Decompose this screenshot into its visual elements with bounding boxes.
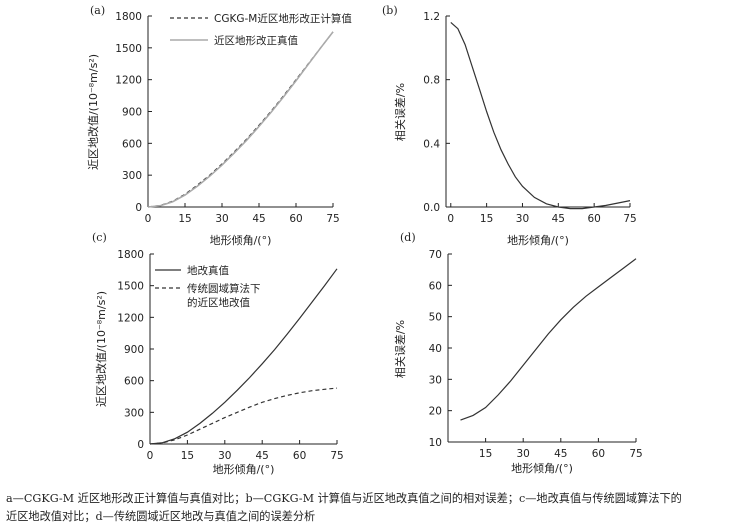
legend-label: 近区地形改正真值 xyxy=(214,34,298,47)
x-tick-label: 45 xyxy=(554,448,567,460)
y-tick-label: 900 xyxy=(122,107,142,119)
x-tick-label: 15 xyxy=(178,213,191,225)
x-tick-label: 15 xyxy=(181,450,194,462)
y-tick-label: 300 xyxy=(122,170,142,182)
caption-line-2: 近区地改值对比；d—传统圆域近区地改与真值之间的误差分析 xyxy=(6,510,316,523)
y-tick-label: 600 xyxy=(122,138,142,150)
y-tick-label: 50 xyxy=(429,312,442,324)
y-tick-label: 20 xyxy=(429,406,442,418)
series-line-2 xyxy=(149,387,338,445)
x-tick-label: 60 xyxy=(592,448,605,460)
x-tick-label: 30 xyxy=(215,213,228,225)
x-tick-label: 75 xyxy=(326,213,339,225)
x-tick-label: 60 xyxy=(289,213,302,225)
y-axis-label: 近区地改值/(10⁻⁸m/s²) xyxy=(94,291,108,407)
y-tick-label: 300 xyxy=(124,407,144,419)
x-tick-label: 75 xyxy=(330,450,343,462)
legend-label: 地改真值 xyxy=(187,264,229,277)
chart-panel-2: (b) 0.0 0.4 0.8 1.2 0 15 30 45 60 75 地形倾角/(°) 相关误差/% xyxy=(382,4,637,247)
x-tick-label: 60 xyxy=(587,213,600,225)
y-tick-label: 0.8 xyxy=(423,75,440,87)
y-tick-label: 900 xyxy=(124,344,144,356)
x-axis-label: 地形倾角/(°) xyxy=(511,462,573,475)
x-tick-label: 75 xyxy=(629,448,642,460)
x-axis-label: 地形倾角/(°) xyxy=(210,234,272,247)
series-line-2 xyxy=(147,31,334,208)
figure-caption: a—CGKG-M 近区地形改正计算值与真值对比；b—CGKG-M 计算值与近区地… xyxy=(6,490,736,526)
x-tick-label: 60 xyxy=(293,450,306,462)
y-tick-label: 1200 xyxy=(115,75,142,87)
caption-line-1: a—CGKG-M 近区地形改正计算值与真值对比；b—CGKG-M 计算值与近区地… xyxy=(6,492,682,505)
panel-label: (c) xyxy=(92,231,107,244)
y-tick-label: 1500 xyxy=(117,281,144,293)
y-tick-label: 0 xyxy=(135,202,142,214)
y-axis-label: 相关误差/% xyxy=(393,83,407,141)
x-tick-label: 75 xyxy=(623,213,636,225)
chart-panel-3: (c) 0 300 600 900 1200 1500 1800 0 15 30 45 60 75 地形倾角… xyxy=(92,231,344,476)
x-tick-label: 45 xyxy=(252,213,265,225)
x-tick-label: 0 xyxy=(447,213,454,225)
chart-panel-1: (a) 0 300 600 900 1200 1500 1800 0 15 30 45 60 75 地形倾角… xyxy=(86,4,352,247)
panel-label: (a) xyxy=(90,4,105,17)
x-tick-label: 15 xyxy=(480,213,493,225)
legend-label: 传统圆域算法下的近区地改值 xyxy=(187,282,261,309)
legend-label: CGKG-M近区地形改正计算值 xyxy=(214,12,352,25)
x-tick-label: 45 xyxy=(256,450,269,462)
series-line-1 xyxy=(460,258,637,421)
panel-label: (b) xyxy=(382,4,398,17)
x-tick-label: 0 xyxy=(145,213,152,225)
y-axis-label: 近区地改值/(10⁻⁸m/s²) xyxy=(86,54,100,170)
series-line-1 xyxy=(149,268,338,445)
y-tick-label: 70 xyxy=(429,249,442,261)
x-tick-label: 30 xyxy=(516,213,529,225)
y-tick-label: 0 xyxy=(137,439,144,451)
y-tick-label: 0.0 xyxy=(423,202,440,214)
x-axis-label: 地形倾角/(°) xyxy=(213,463,275,476)
x-tick-label: 15 xyxy=(479,448,492,460)
x-tick-label: 30 xyxy=(517,448,530,460)
y-tick-label: 0.4 xyxy=(423,138,440,150)
panel-label: (d) xyxy=(400,231,416,244)
y-tick-label: 1.2 xyxy=(423,11,440,23)
y-tick-label: 1800 xyxy=(115,11,142,23)
y-tick-label: 600 xyxy=(124,376,144,388)
chart-panel-4: (d) 10 20 30 40 50 60 70 15 30 45 60 75 地形倾角/(°) 相关误差/… xyxy=(393,231,643,475)
series-line-1 xyxy=(147,31,334,208)
y-tick-label: 40 xyxy=(429,343,442,355)
series-line-1 xyxy=(450,21,631,210)
x-tick-label: 0 xyxy=(147,450,154,462)
y-tick-label: 30 xyxy=(429,374,442,386)
x-axis-label: 地形倾角/(°) xyxy=(507,234,569,247)
x-tick-label: 45 xyxy=(552,213,565,225)
y-tick-label: 60 xyxy=(429,280,442,292)
y-tick-label: 10 xyxy=(429,437,442,449)
y-tick-label: 1500 xyxy=(115,43,142,55)
y-tick-label: 1800 xyxy=(117,249,144,261)
y-axis-label: 相关误差/% xyxy=(393,320,407,378)
x-tick-label: 30 xyxy=(218,450,231,462)
y-tick-label: 1200 xyxy=(117,312,144,324)
